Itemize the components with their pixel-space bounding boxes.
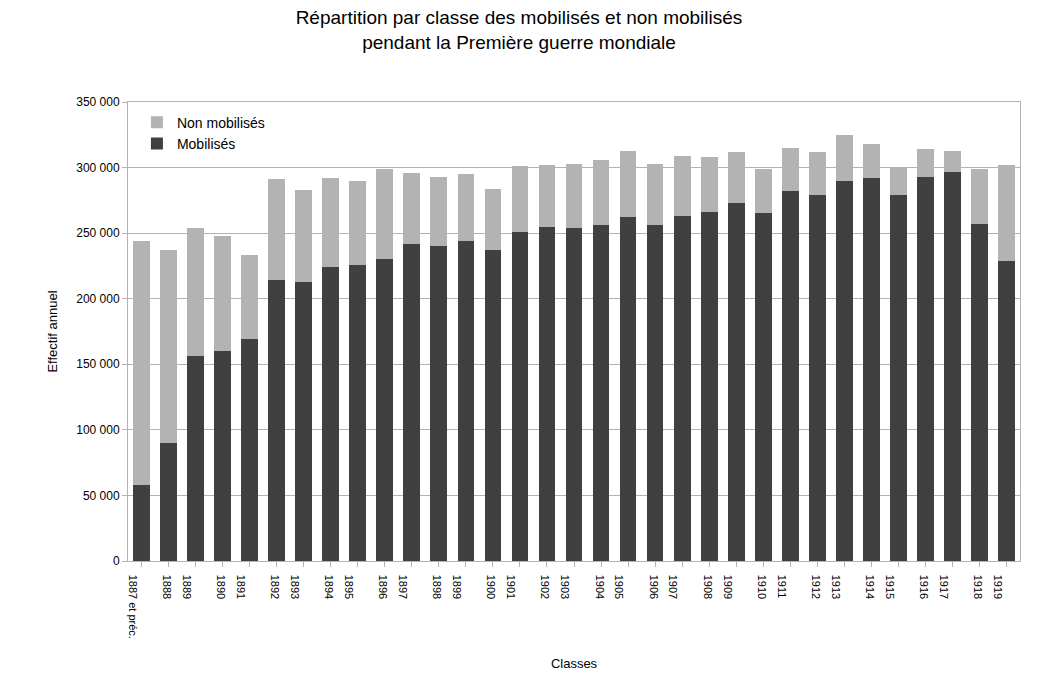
svg-text:1897: 1897 (397, 575, 409, 599)
svg-text:Répartition par classe des mob: Répartition par classe des mobilisés et … (296, 7, 743, 53)
svg-text:1906: 1906 (648, 575, 660, 599)
svg-text:100 000: 100 000 (76, 423, 120, 437)
svg-text:Effectif annuel: Effectif annuel (45, 290, 60, 372)
svg-text:1896: 1896 (377, 575, 389, 599)
svg-text:1911: 1911 (776, 575, 788, 599)
svg-text:1887 et préc.: 1887 et préc. (127, 575, 139, 639)
svg-text:Non mobilisés: Non mobilisés (177, 115, 265, 131)
svg-text:1895: 1895 (343, 575, 355, 599)
svg-text:1892: 1892 (269, 575, 281, 599)
svg-text:1894: 1894 (323, 575, 335, 599)
svg-text:1901: 1901 (505, 575, 517, 599)
svg-text:1893: 1893 (289, 575, 301, 599)
svg-text:1908: 1908 (702, 575, 714, 599)
svg-text:1903: 1903 (559, 575, 571, 599)
svg-text:1890: 1890 (215, 575, 227, 599)
svg-text:1905: 1905 (613, 575, 625, 599)
svg-text:1915: 1915 (884, 575, 896, 599)
svg-text:1891: 1891 (235, 575, 247, 599)
svg-text:Classes: Classes (551, 656, 598, 671)
svg-text:1917: 1917 (938, 575, 950, 599)
svg-text:1916: 1916 (918, 575, 930, 599)
svg-text:50 000: 50 000 (83, 489, 120, 503)
svg-text:1902: 1902 (539, 575, 551, 599)
svg-text:Mobilisés: Mobilisés (177, 136, 235, 152)
svg-text:150 000: 150 000 (76, 357, 120, 371)
svg-text:1918: 1918 (972, 575, 984, 599)
svg-text:1909: 1909 (722, 575, 734, 599)
svg-text:1889: 1889 (181, 575, 193, 599)
svg-text:1888: 1888 (161, 575, 173, 599)
svg-text:1904: 1904 (594, 575, 606, 599)
svg-text:1913: 1913 (830, 575, 842, 599)
svg-text:1914: 1914 (864, 575, 876, 599)
svg-text:350 000: 350 000 (76, 95, 120, 109)
svg-text:1899: 1899 (451, 575, 463, 599)
svg-text:1919: 1919 (992, 575, 1004, 599)
svg-text:1907: 1907 (667, 575, 679, 599)
svg-text:1900: 1900 (485, 575, 497, 599)
svg-text:250 000: 250 000 (76, 226, 120, 240)
svg-text:1912: 1912 (810, 575, 822, 599)
svg-text:0: 0 (113, 554, 120, 568)
svg-text:1898: 1898 (431, 575, 443, 599)
svg-text:200 000: 200 000 (76, 292, 120, 306)
svg-text:1910: 1910 (756, 575, 768, 599)
svg-text:300 000: 300 000 (76, 161, 120, 175)
